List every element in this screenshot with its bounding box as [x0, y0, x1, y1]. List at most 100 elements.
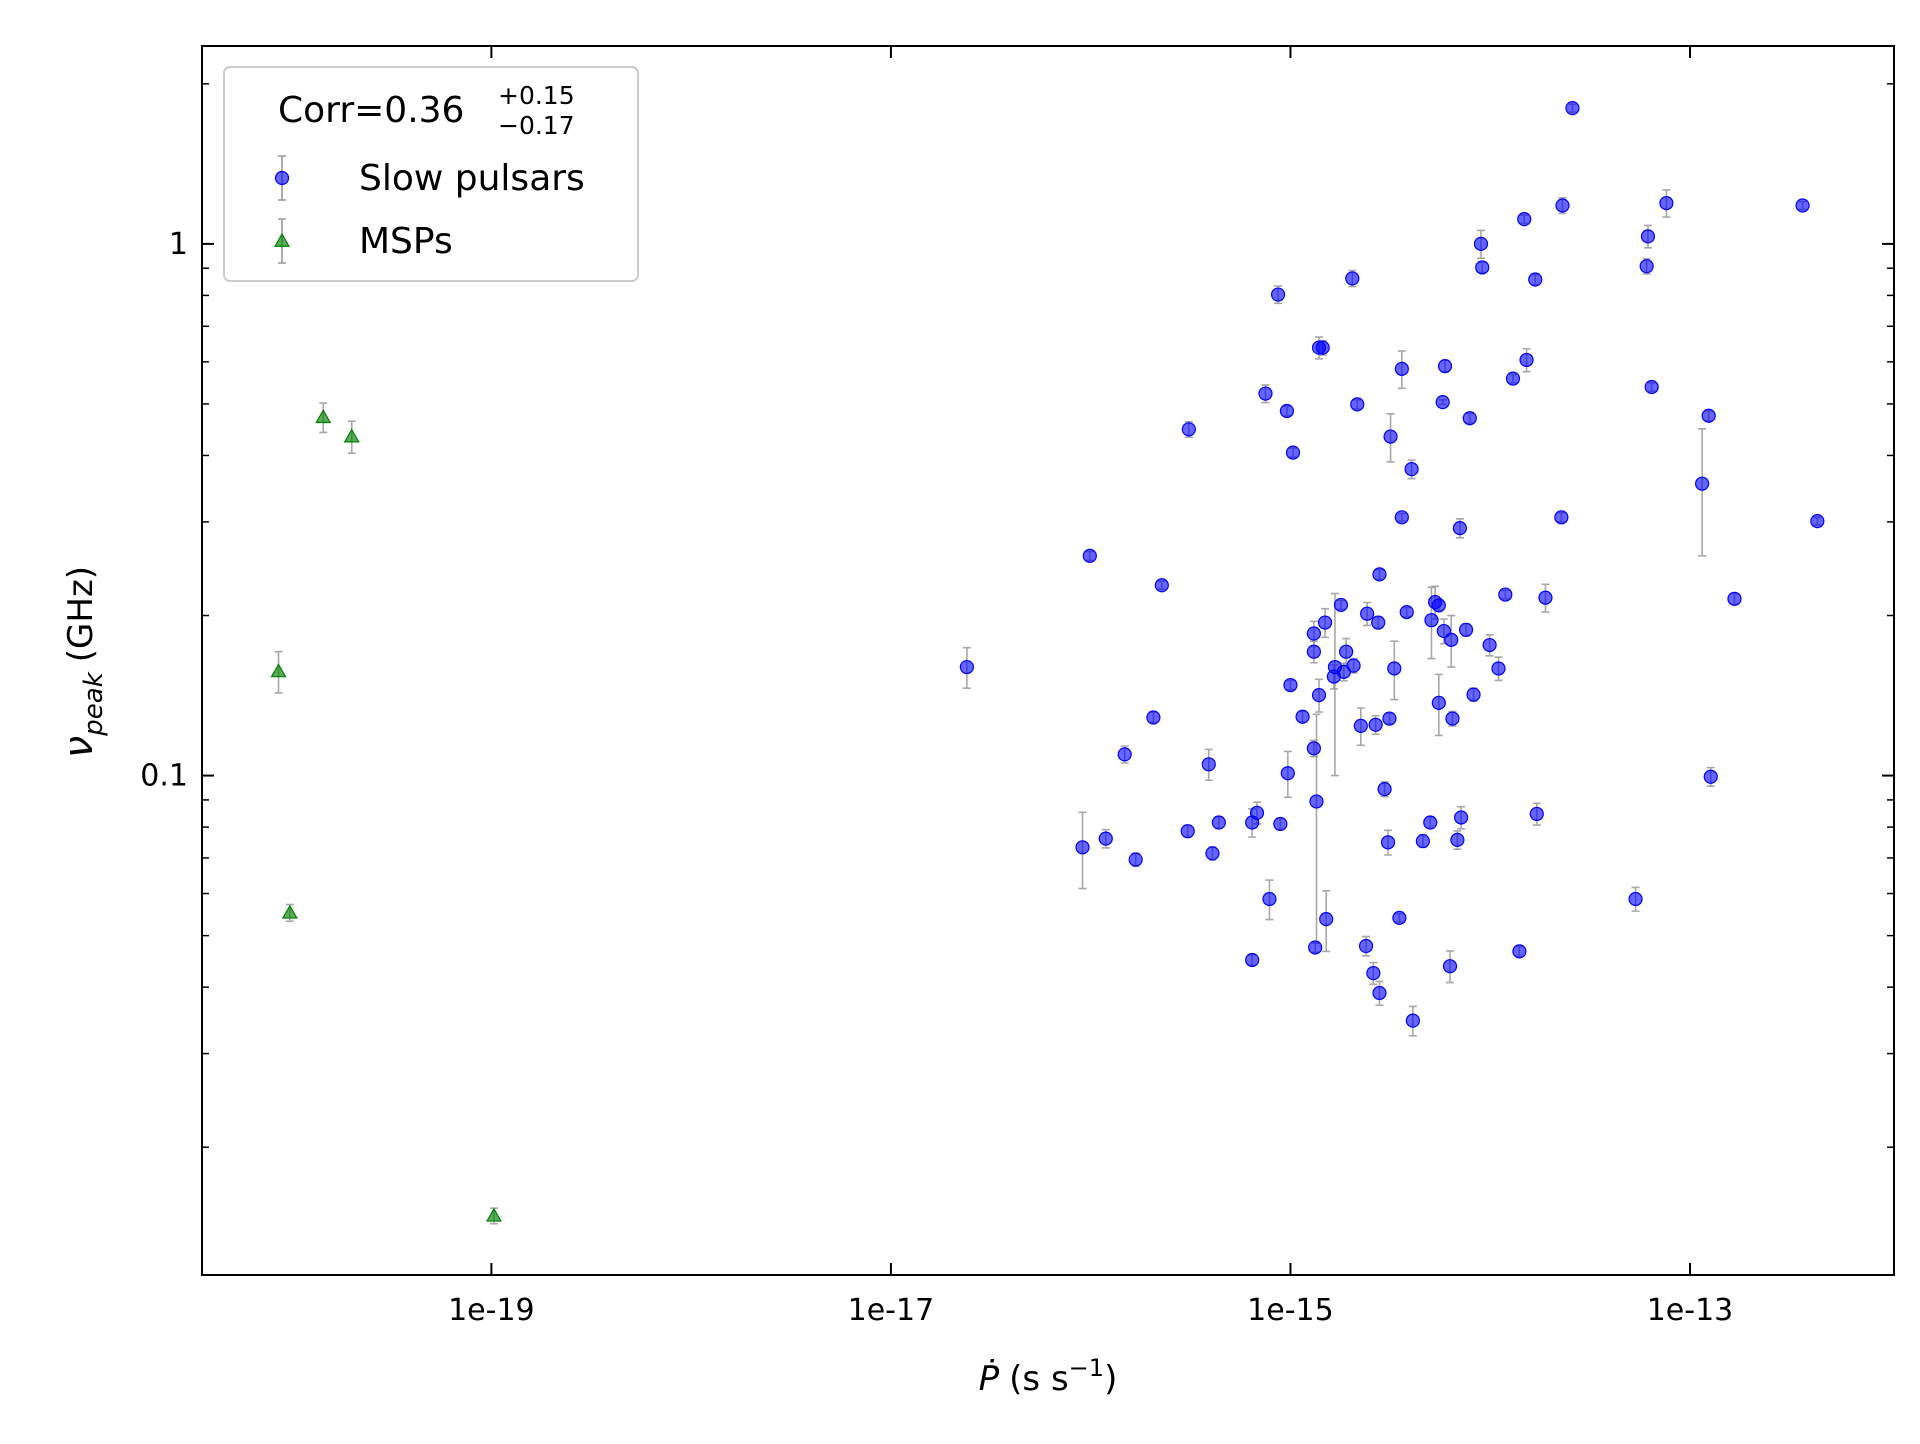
point [1295, 709, 1310, 724]
point [1454, 810, 1469, 825]
point [1245, 952, 1260, 968]
legend-marker [273, 232, 291, 247]
point [1392, 910, 1407, 925]
x-label-unit: (s s [1009, 1359, 1069, 1399]
point [1423, 815, 1438, 830]
point [1437, 359, 1453, 374]
legend-title-lower: −0.17 [498, 111, 575, 140]
point [1431, 598, 1446, 613]
point [1442, 959, 1458, 974]
point [1258, 386, 1273, 401]
point [1358, 938, 1374, 954]
x-axis-label: Ṗ (s s−1) [979, 1354, 1118, 1399]
point [1280, 766, 1295, 781]
point [1458, 622, 1474, 637]
point [1346, 658, 1361, 673]
point [1554, 510, 1569, 525]
point [1491, 661, 1506, 676]
point [343, 428, 360, 443]
point [1639, 259, 1654, 274]
point [1353, 718, 1368, 734]
point [1201, 757, 1216, 772]
point [1273, 816, 1288, 832]
point [1415, 833, 1430, 849]
point [1146, 710, 1161, 725]
point [1512, 944, 1527, 959]
point [1311, 687, 1327, 703]
point [1315, 340, 1330, 355]
x-label-close: ) [1104, 1359, 1117, 1399]
point [1466, 687, 1481, 702]
y-tick-label: 1 [169, 227, 188, 262]
y-axis-label: νpeak (GHz) [56, 566, 109, 758]
point [1180, 824, 1195, 839]
point [1450, 832, 1465, 847]
point [1075, 840, 1090, 855]
point [1399, 604, 1414, 620]
point [1517, 212, 1532, 227]
legend-title-upper: +0.15 [498, 81, 575, 110]
point [1482, 637, 1497, 653]
point [1306, 626, 1321, 641]
legend: Corr=0.36 +0.15 −0.17 Slow pulsars MSPs [223, 66, 639, 282]
point [1795, 198, 1810, 213]
point [281, 904, 298, 919]
legend-marker [274, 170, 290, 186]
point [1368, 717, 1383, 732]
point [1435, 394, 1450, 410]
point [1205, 846, 1220, 861]
point [959, 659, 974, 675]
point [1555, 198, 1570, 213]
point [1695, 476, 1710, 491]
x-tick-label: 1e-17 [848, 1293, 935, 1328]
x-tick-label: 1e-15 [1247, 1293, 1334, 1328]
legend-label: MSPs [359, 221, 453, 262]
point [1350, 397, 1365, 412]
point [1383, 429, 1398, 444]
point [1424, 613, 1439, 628]
point [1431, 695, 1446, 710]
point [1382, 711, 1397, 726]
point [1810, 514, 1825, 529]
point [315, 409, 332, 424]
y-tick-label: 0.1 [140, 759, 188, 794]
point [1659, 196, 1674, 211]
point [1628, 891, 1643, 907]
legend-box [223, 66, 639, 282]
point [1128, 852, 1143, 867]
plot-area [270, 101, 1825, 1225]
point [1444, 632, 1459, 647]
point [1371, 615, 1386, 630]
point [1360, 606, 1375, 621]
point [485, 1207, 502, 1222]
point [1387, 661, 1402, 676]
point [1498, 587, 1513, 602]
point [1519, 352, 1534, 368]
point [1308, 940, 1323, 955]
point [1211, 815, 1226, 830]
point [1117, 747, 1132, 762]
y-label-unit: (GHz) [61, 566, 101, 662]
point [1366, 966, 1381, 981]
point [1538, 590, 1553, 605]
y-label-subscript: peak [79, 671, 109, 736]
point [1333, 597, 1349, 613]
point [1306, 644, 1321, 659]
point [1262, 891, 1277, 907]
point [1701, 408, 1716, 423]
point [1703, 769, 1718, 784]
point [1345, 271, 1360, 286]
legend-label: Slow pulsars [359, 158, 585, 199]
point [1285, 445, 1301, 460]
point [1394, 510, 1409, 525]
point [1380, 835, 1396, 850]
x-label-symbol: Ṗ [979, 1359, 1000, 1399]
point [1283, 677, 1298, 693]
point [1529, 806, 1544, 822]
point [1279, 403, 1295, 419]
y-label-symbol: ν [56, 736, 102, 758]
point [1644, 379, 1659, 395]
point [1462, 411, 1477, 426]
point [1372, 985, 1387, 1001]
